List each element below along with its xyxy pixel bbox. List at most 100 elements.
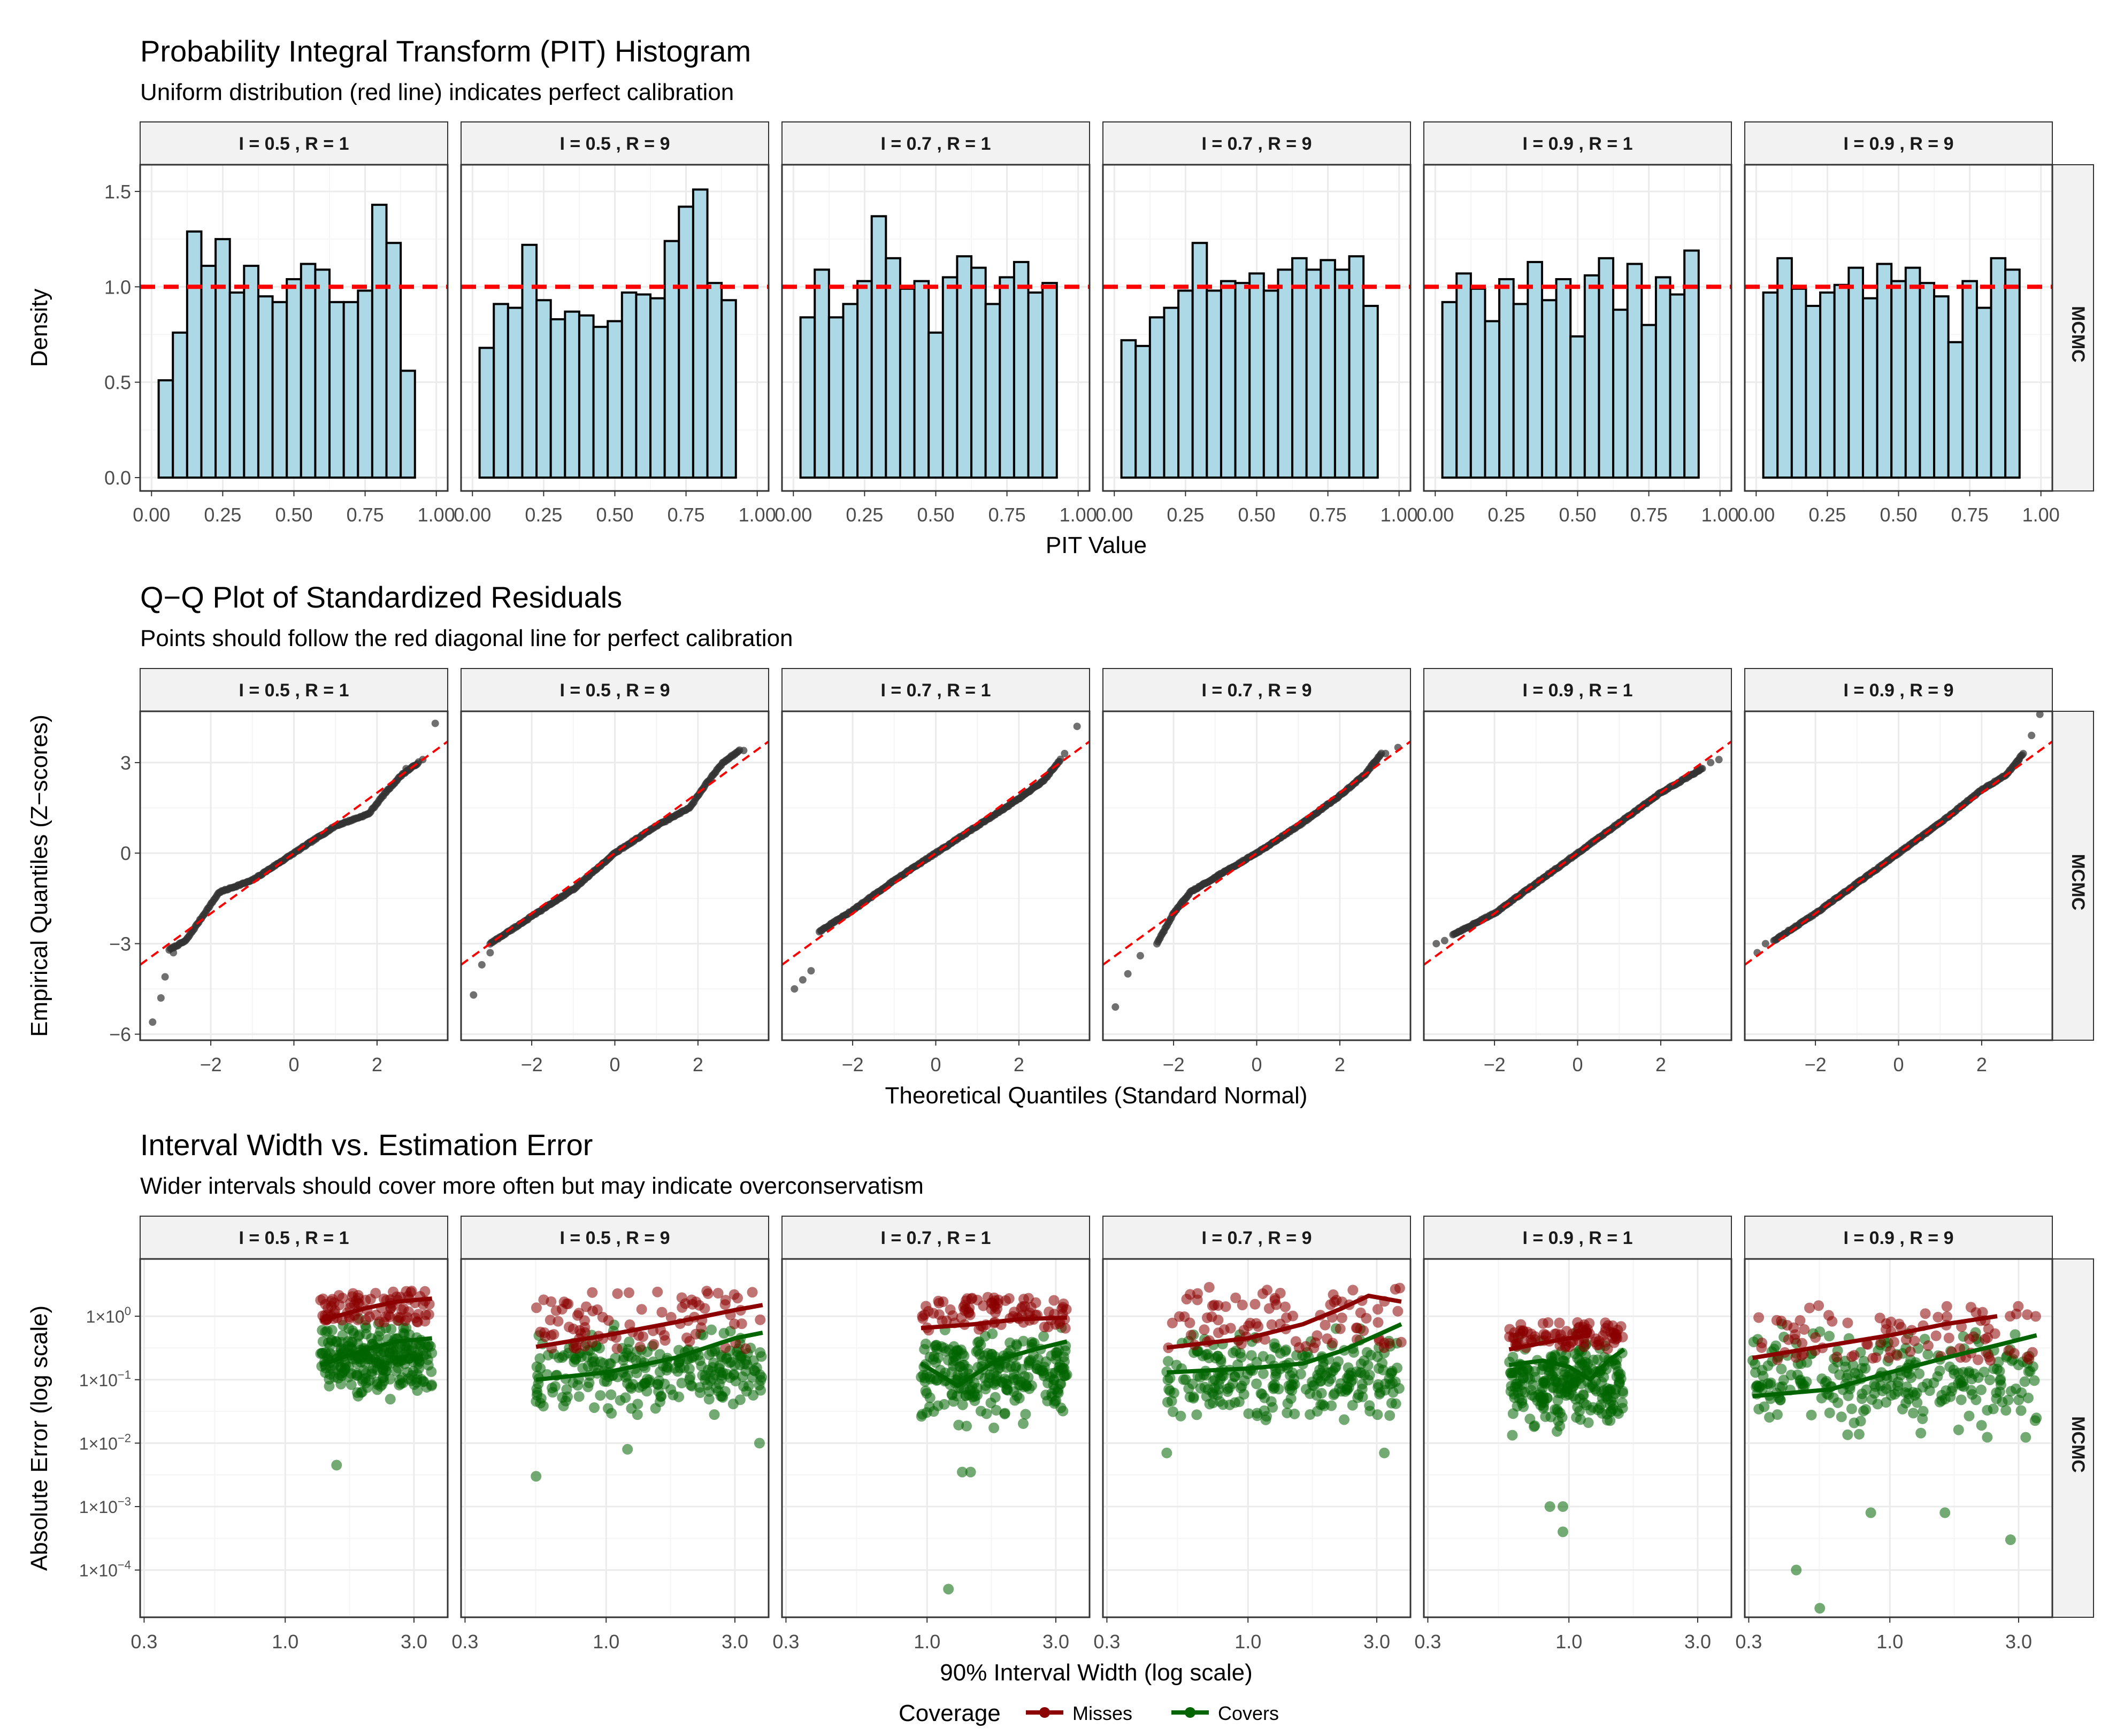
covers-point [1246, 1350, 1257, 1361]
misses-point [648, 1339, 660, 1350]
covers-point [1855, 1416, 1866, 1427]
panel-2-3: I = 0.7 , R = 1 −2 0 2 [781, 668, 1091, 1076]
covers-point [1015, 1380, 1026, 1391]
chart-rows: Probability Integral Transform (PIT) His… [26, 34, 2094, 1686]
facet-strip-label: I = 0.5 , R = 1 [239, 680, 349, 701]
covers-point [423, 1340, 434, 1351]
x-tick-label: 0 [1572, 1054, 1583, 1076]
covers-point [346, 1368, 357, 1379]
gridlines [1424, 711, 1731, 1040]
histogram-bar [1163, 306, 1180, 479]
reference-line [1745, 740, 2052, 966]
covers-point [1233, 1396, 1245, 1408]
misses-point [1279, 1301, 1291, 1312]
x-tick-label: 0.50 [1238, 504, 1275, 526]
covers-point [621, 1347, 632, 1358]
misses-point [960, 1303, 971, 1315]
misses-point [634, 1341, 646, 1353]
panel-data [461, 188, 769, 479]
y-tick-label: 1×10−2 [79, 1431, 131, 1453]
covers-point [1252, 1408, 1263, 1419]
x-tick-label: 3.0 [401, 1631, 427, 1653]
misses-point [652, 1286, 663, 1297]
panel-border [781, 1258, 1091, 1618]
misses-point [1905, 1346, 1916, 1357]
histogram-bar [1348, 255, 1365, 479]
misses-point [1328, 1289, 1339, 1300]
covers-point [673, 1391, 685, 1402]
misses-point [1308, 1342, 1320, 1354]
covers-point [1180, 1374, 1191, 1385]
qq-point [1715, 756, 1723, 764]
covers-point [1550, 1349, 1561, 1361]
legend-title: Coverage [899, 1700, 1001, 1726]
misses-point [1253, 1321, 1264, 1332]
histogram-bar [1847, 266, 1864, 479]
covers-point [1982, 1432, 1993, 1443]
covers-point [378, 1372, 389, 1383]
panel-data [1161, 1282, 1407, 1458]
misses-point [720, 1342, 731, 1353]
histogram-bar [956, 255, 973, 479]
misses-point [410, 1312, 421, 1324]
x-tick-label: −2 [200, 1054, 222, 1076]
misses-point [1390, 1284, 1401, 1295]
facet-strip-label: I = 0.7 , R = 9 [1201, 680, 1312, 701]
qq-point [486, 949, 494, 957]
covers-point [1970, 1394, 1982, 1405]
misses-point [1590, 1336, 1601, 1348]
misses-smooth-line [1508, 1333, 1591, 1352]
covers-point [1059, 1363, 1070, 1374]
misses-smooth-line [319, 1296, 433, 1323]
histogram-bar [1933, 295, 1950, 479]
covers-point [531, 1383, 542, 1394]
covers-point [632, 1399, 643, 1410]
x-axis-label: 90% Interval Width (log scale) [940, 1660, 1252, 1686]
histogram-bar [1512, 303, 1529, 479]
histogram-bar [1262, 289, 1279, 479]
gridlines [461, 711, 769, 1040]
panel-3-5: I = 0.9 , R = 1 0.3 1.0 3.0 [1414, 1216, 1732, 1653]
qq-point [149, 1018, 157, 1026]
panel-background [461, 1259, 769, 1617]
misses-point [1920, 1308, 1931, 1319]
qq-point [1111, 1003, 1119, 1011]
facet-strip-label: I = 0.7 , R = 1 [880, 1228, 991, 1248]
covers-point [1824, 1407, 1835, 1418]
covers-point [1530, 1372, 1541, 1383]
misses-point [1336, 1312, 1347, 1324]
misses-point [1347, 1285, 1359, 1296]
x-tick-label: 0.75 [1309, 504, 1347, 526]
x-tick-label: 1.0 [272, 1631, 298, 1653]
covers-point [340, 1359, 351, 1370]
histogram-bar [827, 316, 845, 479]
covers-point [1596, 1377, 1607, 1388]
histogram-bar [1583, 274, 1600, 479]
misses-point [1941, 1311, 1952, 1322]
covers-point [612, 1371, 623, 1382]
covers-point [2000, 1405, 2012, 1416]
qq-point [1761, 940, 1769, 948]
misses-point [1753, 1312, 1765, 1323]
y-tick-label: 1×10−4 [79, 1558, 131, 1580]
histogram-bar [941, 276, 959, 479]
covers-point [1976, 1420, 1987, 1431]
panel-3-3: I = 0.7 , R = 1 0.3 1.0 3.0 [772, 1216, 1091, 1653]
y-tick-label: 0 [120, 842, 131, 864]
covers-point [1361, 1347, 1372, 1358]
covers-point [1026, 1380, 1037, 1391]
panel-data [1103, 242, 1410, 479]
misses-point [1372, 1317, 1384, 1328]
covers-point [324, 1348, 335, 1359]
misses-point [1266, 1319, 1277, 1330]
misses-point [2030, 1311, 2041, 1322]
covers-point [573, 1391, 585, 1402]
x-tick-label: 0.75 [988, 504, 1026, 526]
y-tick-label: 1.0 [104, 276, 131, 298]
covers-point [1023, 1372, 1034, 1383]
covers-point [716, 1351, 727, 1363]
misses-point [573, 1308, 585, 1319]
misses-point [1862, 1339, 1873, 1350]
covers-point [1251, 1378, 1262, 1389]
x-tick-label: 0 [930, 1054, 941, 1076]
